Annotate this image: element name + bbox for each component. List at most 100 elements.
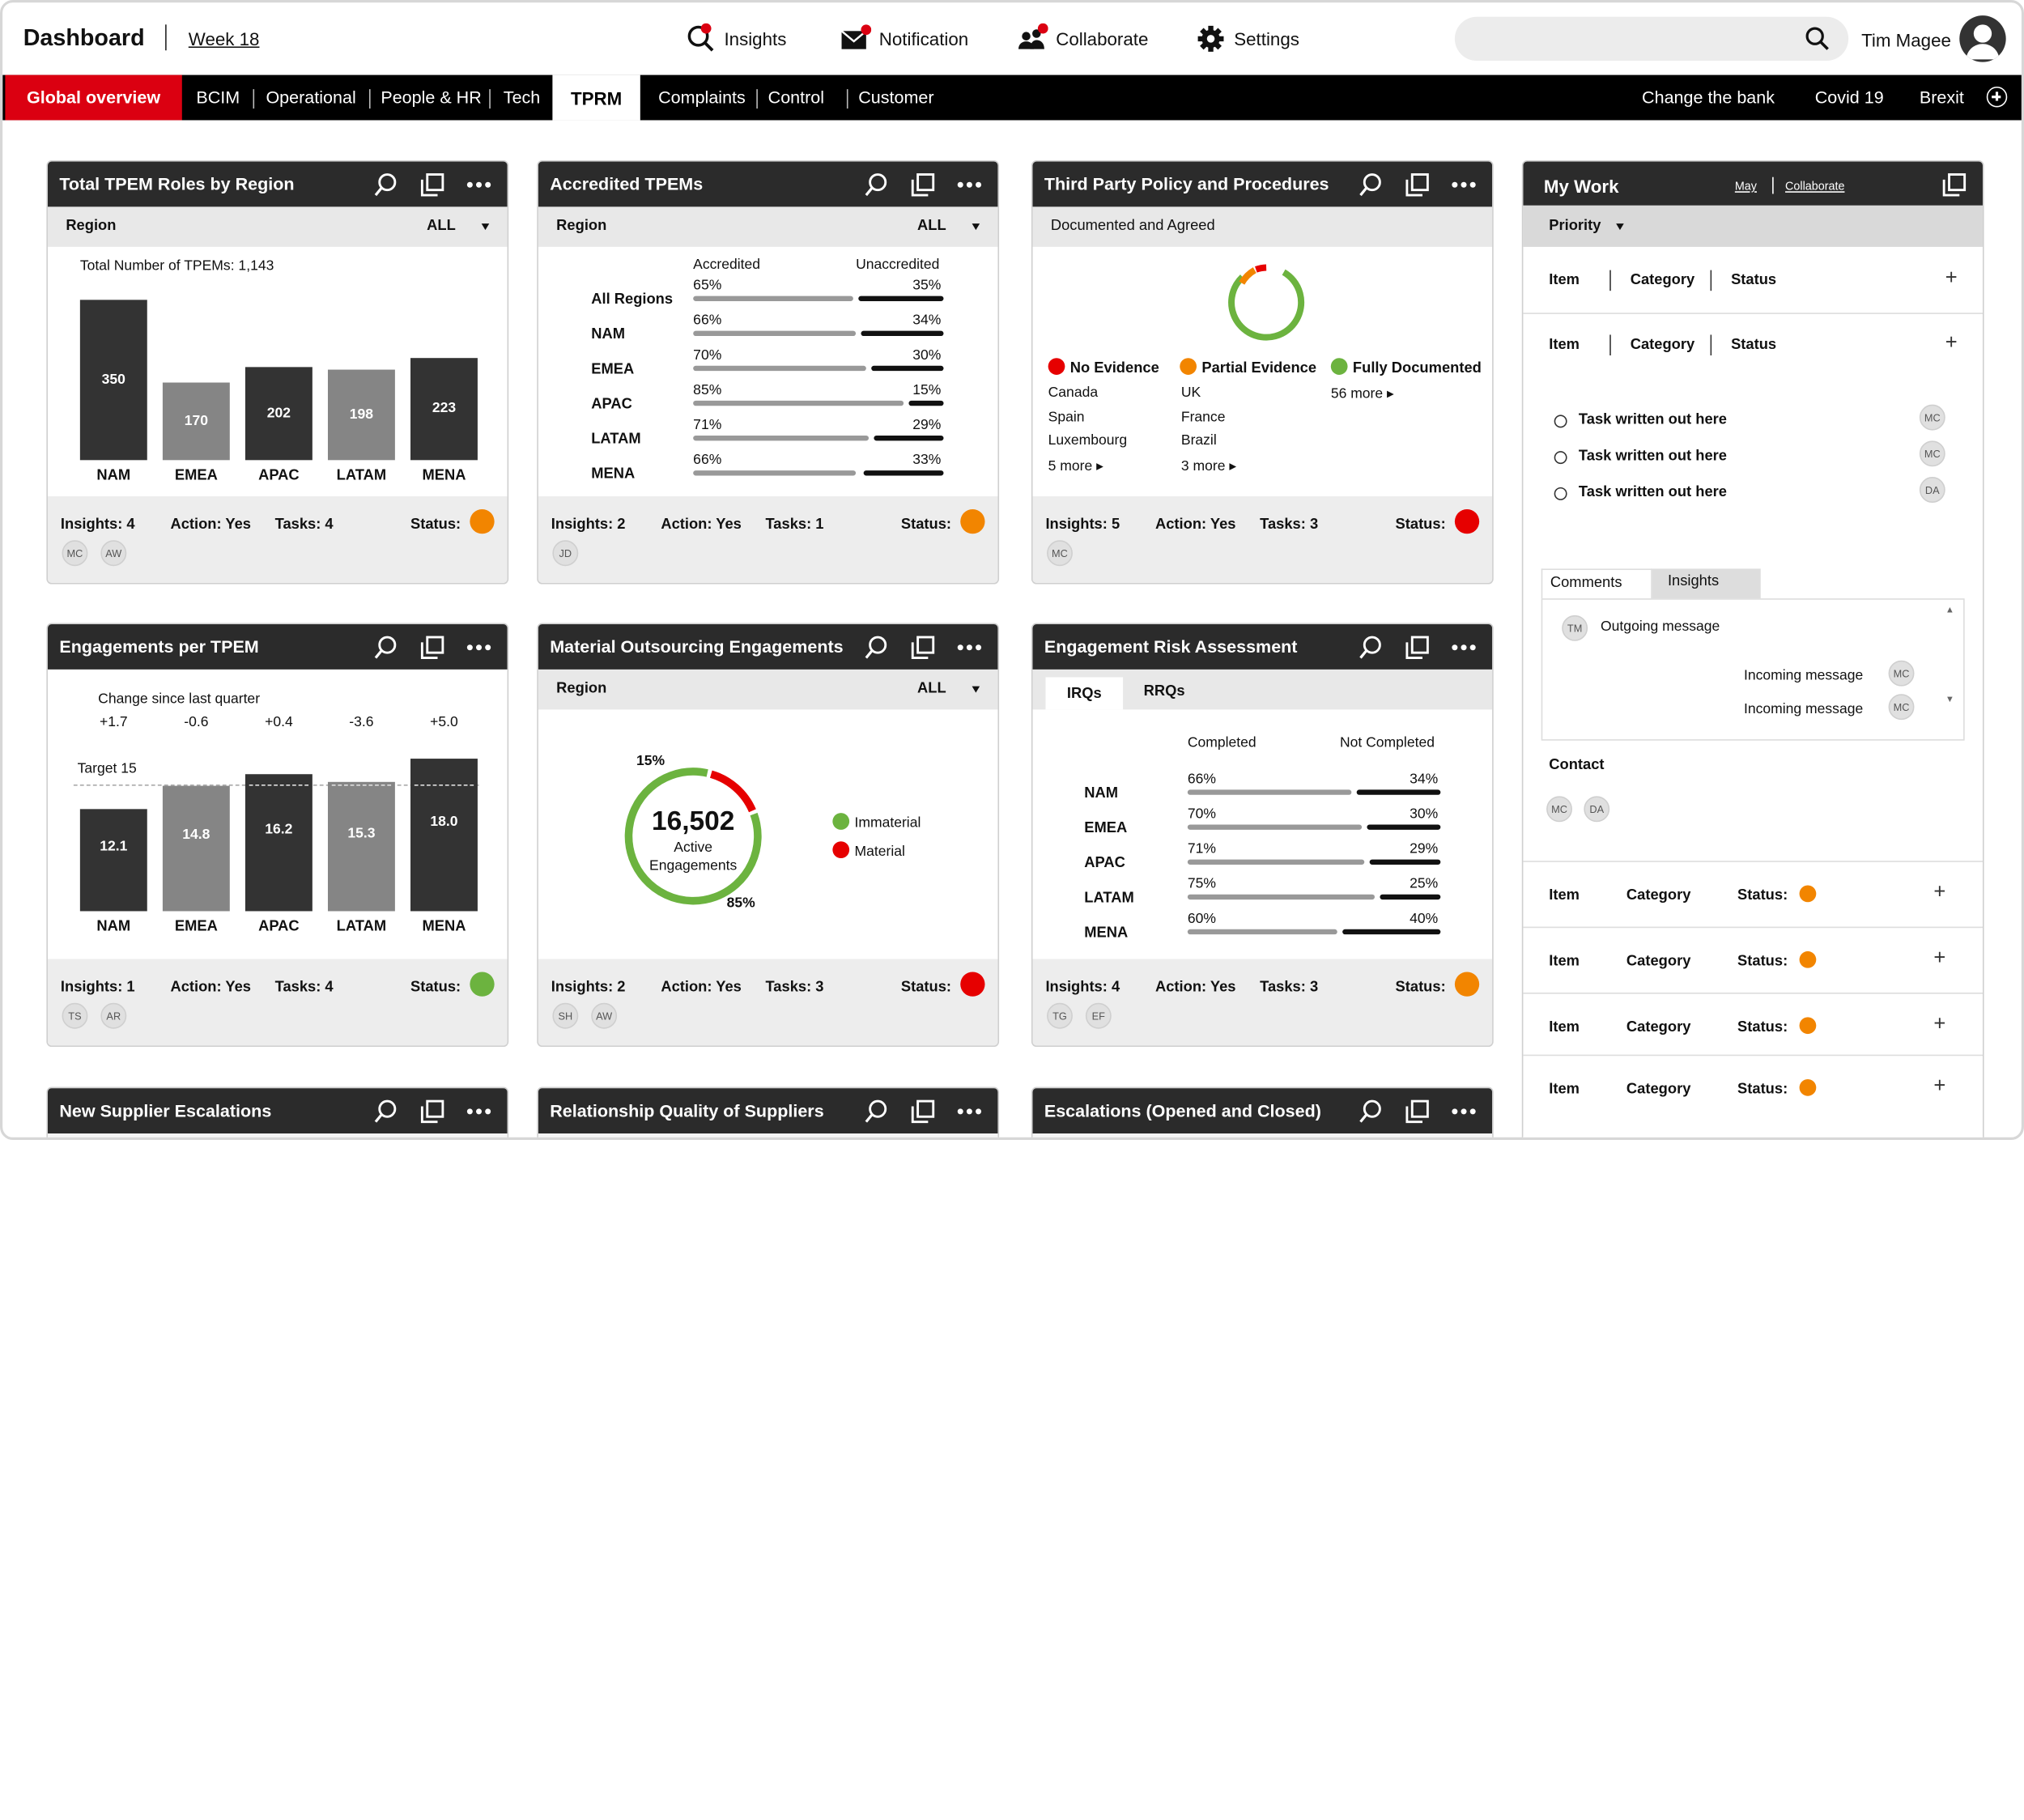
avatar[interactable]: MC — [62, 540, 88, 567]
tab-rrqs[interactable]: RRQs — [1143, 683, 1185, 700]
bar-segment[interactable] — [693, 296, 854, 301]
expand-icon[interactable] — [910, 635, 936, 661]
nav-collaborate[interactable]: Collaborate — [1017, 23, 1148, 54]
nav-insights[interactable]: Insights — [686, 23, 786, 54]
chart-bar[interactable] — [162, 785, 230, 912]
avatar[interactable]: MC — [1047, 540, 1073, 567]
insights-count[interactable]: Insights: 2 — [551, 980, 626, 996]
expand-icon[interactable] — [1941, 172, 1967, 198]
bar-segment[interactable] — [861, 330, 944, 337]
scroll-up-icon[interactable]: ▲ — [1945, 606, 1954, 615]
plus-icon[interactable]: + — [1933, 947, 1946, 970]
list-item[interactable]: Item Category Status: + — [1523, 926, 1983, 993]
search-icon[interactable] — [1358, 635, 1384, 661]
expand-icon[interactable] — [1405, 1099, 1431, 1125]
bar-segment[interactable] — [693, 435, 869, 441]
avatar[interactable]: AW — [591, 1002, 618, 1029]
search-icon[interactable] — [1358, 172, 1384, 198]
nav-settings[interactable]: Settings — [1195, 23, 1299, 54]
bar-segment[interactable] — [858, 296, 944, 301]
tab-change-the-bank[interactable]: Change the bank — [1642, 87, 1775, 108]
avatar[interactable]: DA — [1584, 796, 1610, 823]
avatar[interactable]: TG — [1047, 1002, 1073, 1029]
legend-partial-evidence[interactable]: Partial Evidence — [1180, 358, 1316, 376]
chart-bar[interactable] — [79, 300, 147, 461]
week-link[interactable]: Week 18 — [188, 28, 260, 49]
tasks-count[interactable]: Tasks: 4 — [274, 517, 334, 533]
more-icon[interactable] — [1451, 1099, 1477, 1125]
search-icon[interactable] — [373, 635, 399, 661]
task-checkbox[interactable] — [1554, 451, 1567, 465]
list-item[interactable]: Item Category Status: + — [1523, 861, 1983, 926]
bar-segment[interactable] — [1187, 929, 1337, 935]
more-icon[interactable] — [466, 172, 492, 198]
tasks-count[interactable]: Tasks: 3 — [1260, 980, 1319, 996]
expand-icon[interactable] — [910, 172, 936, 198]
more-icon[interactable] — [1451, 635, 1477, 661]
bar-segment[interactable] — [1342, 929, 1441, 935]
bar-segment[interactable] — [1187, 859, 1365, 865]
expand-icon[interactable] — [1405, 635, 1431, 661]
legend-fully-documented[interactable]: Fully Documented — [1330, 358, 1482, 376]
plus-icon[interactable]: + — [1933, 1075, 1946, 1098]
search-icon[interactable] — [864, 172, 890, 198]
avatar[interactable]: MC — [1919, 404, 1945, 431]
avatar[interactable]: AR — [100, 1002, 127, 1029]
bar-segment[interactable] — [863, 470, 944, 476]
priority-dropdown[interactable]: Priority — [1523, 205, 1983, 247]
bar-segment[interactable] — [693, 400, 904, 406]
more-link[interactable]: 56 more ▸ — [1330, 386, 1394, 402]
chart-bar[interactable] — [410, 358, 478, 461]
tab-tech[interactable]: Tech — [503, 87, 541, 108]
avatar[interactable]: JD — [552, 540, 579, 567]
avatar[interactable]: MC — [1919, 440, 1945, 467]
insights-count[interactable]: Insights: 2 — [551, 517, 626, 533]
collaborate-link[interactable]: Collaborate — [1785, 179, 1845, 193]
search-icon[interactable] — [864, 1099, 890, 1125]
more-link[interactable]: 3 more ▸ — [1180, 458, 1237, 474]
chart-bar[interactable] — [327, 369, 395, 461]
avatar[interactable]: MC — [1888, 694, 1915, 721]
insights-count[interactable]: Insights: 1 — [60, 980, 135, 996]
avatar[interactable]: DA — [1919, 477, 1945, 503]
scroll-down-icon[interactable]: ▼ — [1945, 695, 1954, 705]
bar-segment[interactable] — [873, 435, 944, 441]
plus-icon[interactable]: + — [1933, 881, 1946, 904]
tab-bcim[interactable]: BCIM — [196, 87, 240, 108]
chart-bar[interactable] — [244, 773, 313, 912]
task-checkbox[interactable] — [1554, 487, 1567, 500]
avatar[interactable]: MC — [1888, 660, 1915, 687]
more-link[interactable]: 5 more ▸ — [1048, 458, 1103, 474]
avatar[interactable]: MC — [1546, 796, 1572, 823]
tasks-count[interactable]: Tasks: 3 — [765, 980, 824, 996]
bar-segment[interactable] — [693, 365, 866, 372]
tasks-count[interactable]: Tasks: 1 — [765, 517, 824, 533]
tab-operational[interactable]: Operational — [266, 87, 356, 108]
legend-no-evidence[interactable]: No Evidence — [1048, 358, 1159, 376]
avatar[interactable]: TM — [1562, 614, 1588, 641]
more-icon[interactable] — [956, 635, 982, 661]
avatar[interactable]: AW — [100, 540, 127, 567]
bar-segment[interactable] — [1187, 824, 1363, 830]
tab-comments[interactable]: Comments — [1541, 568, 1652, 599]
chevron-down-icon[interactable] — [972, 686, 980, 693]
list-item[interactable]: Item Category Status + — [1523, 247, 1983, 314]
search-icon[interactable] — [373, 172, 399, 198]
search-icon[interactable] — [373, 1099, 399, 1125]
bar-segment[interactable] — [1367, 824, 1441, 830]
chart-bar[interactable] — [79, 808, 147, 912]
may-link[interactable]: May — [1734, 179, 1757, 193]
bar-segment[interactable] — [908, 400, 944, 406]
plus-icon[interactable]: + — [1933, 1013, 1946, 1035]
chart-bar[interactable] — [410, 759, 478, 912]
chevron-down-icon[interactable] — [1616, 223, 1624, 231]
search-input[interactable] — [1454, 16, 1849, 62]
add-tab-icon[interactable] — [1986, 86, 2008, 108]
user-name[interactable]: Tim Magee — [1861, 29, 1951, 51]
bar-segment[interactable] — [1357, 789, 1441, 795]
more-icon[interactable] — [956, 172, 982, 198]
tab-complaints[interactable]: Complaints — [658, 87, 746, 108]
region-filter[interactable]: Region ALL — [47, 206, 508, 247]
tab-insights[interactable]: Insights — [1652, 568, 1761, 599]
more-icon[interactable] — [956, 1099, 982, 1125]
